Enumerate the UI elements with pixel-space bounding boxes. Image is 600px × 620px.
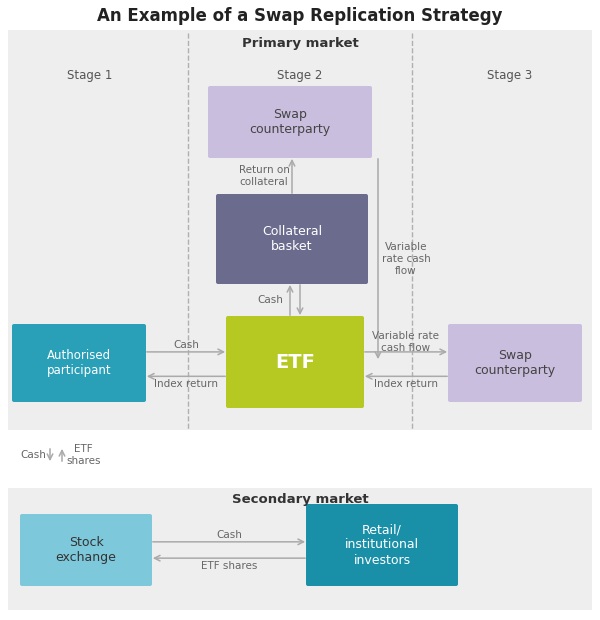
Text: Variable
rate cash
flow: Variable rate cash flow — [382, 242, 430, 276]
Text: An Example of a Swap Replication Strategy: An Example of a Swap Replication Strateg… — [97, 7, 503, 25]
Text: ETF: ETF — [275, 353, 315, 371]
Text: ETF shares: ETF shares — [201, 561, 257, 571]
Text: Stock
exchange: Stock exchange — [56, 536, 116, 564]
Text: Secondary market: Secondary market — [232, 494, 368, 507]
FancyBboxPatch shape — [208, 86, 372, 158]
Text: Stage 2: Stage 2 — [277, 68, 323, 81]
Text: Retail/
institutional
investors: Retail/ institutional investors — [345, 523, 419, 567]
FancyBboxPatch shape — [306, 504, 458, 586]
Text: Stage 1: Stage 1 — [67, 68, 113, 81]
Text: Authorised
participant: Authorised participant — [47, 349, 112, 377]
FancyBboxPatch shape — [216, 194, 368, 284]
FancyBboxPatch shape — [12, 324, 146, 402]
FancyBboxPatch shape — [20, 514, 152, 586]
Text: Primary market: Primary market — [242, 37, 358, 50]
Text: Swap
counterparty: Swap counterparty — [475, 349, 556, 377]
Text: Stage 3: Stage 3 — [487, 68, 533, 81]
FancyBboxPatch shape — [8, 488, 592, 610]
Text: Cash: Cash — [20, 450, 46, 460]
Text: Variable rate
cash flow: Variable rate cash flow — [373, 331, 439, 353]
Text: ETF
shares: ETF shares — [66, 444, 101, 466]
Text: Collateral
basket: Collateral basket — [262, 225, 322, 253]
Text: Cash: Cash — [257, 295, 283, 305]
Text: Index return: Index return — [374, 379, 438, 389]
Text: Index return: Index return — [154, 379, 218, 389]
FancyBboxPatch shape — [448, 324, 582, 402]
Text: Cash: Cash — [173, 340, 199, 350]
Text: Return on
collateral: Return on collateral — [239, 165, 289, 187]
Text: Swap
counterparty: Swap counterparty — [250, 108, 331, 136]
FancyBboxPatch shape — [8, 30, 592, 430]
Text: Cash: Cash — [216, 530, 242, 540]
FancyBboxPatch shape — [226, 316, 364, 408]
